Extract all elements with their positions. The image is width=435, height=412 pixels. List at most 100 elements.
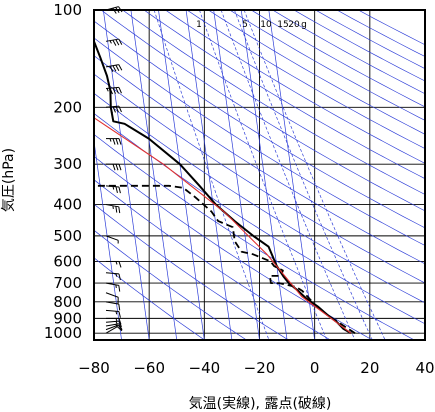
dry-adiabat-line [94,156,373,340]
mixing-ratio-line [220,10,356,340]
wind-barb-half-flag [106,88,109,92]
mixing-ratio-line [234,10,373,340]
wind-barb-flag [115,87,119,94]
wind-barb-staff [105,272,119,275]
wind-barb-half-flag [115,318,118,322]
x-tick-label: −40 [189,359,221,377]
dry-adiabat-line [165,10,425,164]
wind-barb-flag [118,186,121,194]
isotherm-line [158,10,205,340]
wind-barb-flag [118,105,122,113]
profiles [94,38,356,335]
wind-barb-half-flag [115,261,118,265]
wind-barb [105,185,121,194]
y-tick-label: 600 [53,252,82,270]
mixing-ratio-label: 5 [242,20,248,30]
wind-barb-half-flag [109,40,112,44]
wind-barb-flag [109,106,113,113]
wind-barb-flag [118,320,122,328]
dry-adiabat-line [272,10,425,95]
mixing-ratio-line [199,10,328,340]
wind-barb-half-flag [115,311,118,315]
dry-adiabat-line [94,257,205,340]
wind-barb-flag [115,64,120,71]
wind-barb-staff [105,301,119,305]
dry-adiabat-line [100,10,425,212]
x-tick-label: 40 [415,359,434,377]
wind-barb [105,301,121,311]
wind-barb-flag [112,138,116,145]
y-axis-title: 気圧(hPa) [1,148,17,212]
wind-barb [105,64,123,73]
wind-barb-staff [105,292,119,298]
dry-adiabat-line [94,133,415,340]
wind-barb-half-flag [112,186,115,190]
wind-barb-half-flag [115,323,118,328]
wind-barb-flag [118,164,122,171]
y-tick-label: 700 [53,274,82,292]
wind-barb-flag [118,261,122,268]
wind-barb-staff [105,282,119,286]
wind-barb-half-flag [115,321,118,325]
isotherm-line [213,10,260,340]
dry-adiabat-line [94,73,425,284]
dry-adiabat-line [94,179,331,340]
y-tick-label: 100 [53,1,82,19]
wind-barb [105,38,123,46]
dry-adiabat-line [208,10,425,135]
wind-barb-half-flag [115,273,118,277]
dry-adiabat-line [251,10,425,108]
wind-barb [106,138,122,145]
parcel-line [94,117,352,334]
wind-barb [105,86,122,95]
wind-barb-staff [105,105,119,108]
y-tick-label: 800 [53,293,82,311]
mixing-ratio-line [153,10,270,340]
isotherm-line [240,10,288,340]
wind-barb-flag [109,87,113,95]
wind-barb-flag [112,164,116,171]
dry-adiabat-line [186,10,425,149]
plot-frame [93,9,426,341]
x-tick-label: −20 [244,359,276,377]
isotherm-line [185,10,233,340]
mixing-ratio-label: 15 [277,20,288,30]
wind-barb [105,292,119,304]
grid [94,10,425,340]
wind-barb-flag [115,138,119,145]
y-tick-label: 500 [53,227,82,245]
wind-barb-flag [115,206,118,213]
wind-barb-flag [115,39,120,46]
wind-barb [106,317,122,325]
wind-barb-half-flag [109,138,112,142]
wind-barbs [105,6,123,334]
x-axis-title: 気温(実線), 露点(破線) [189,396,332,412]
x-tick-labels: −80 −60 −40 −20 0 20 40 [78,359,434,377]
wind-barb-flag [118,311,121,318]
wind-barb-flag [118,38,123,45]
mixing-ratio-label: 20 [288,20,300,30]
x-tick-label: 20 [360,359,379,377]
dry-adiabat-line [94,37,425,246]
wind-barb-flag [112,65,117,72]
wind-barb [105,326,123,334]
wind-barb-flag [112,87,116,94]
wind-barb-flag [118,304,121,311]
wind-barb [105,235,119,244]
y-tick-label: 400 [53,196,82,214]
dry-adiabat-line [293,10,425,82]
dry-adiabat-line [229,10,425,121]
wind-barb-flag [118,87,122,94]
wind-barb-staff [105,309,119,312]
wind-barb-staff [105,204,119,208]
dry-adiabat-line [122,10,425,195]
wind-barb-flag [118,138,122,145]
wind-barb-staff [105,324,119,331]
x-tick-label: −60 [133,359,165,377]
mixing-ratio-label: 1 [196,20,202,30]
wind-barb-flag [109,65,114,73]
wind-barb [105,105,122,113]
wind-barb-flag [116,326,123,332]
